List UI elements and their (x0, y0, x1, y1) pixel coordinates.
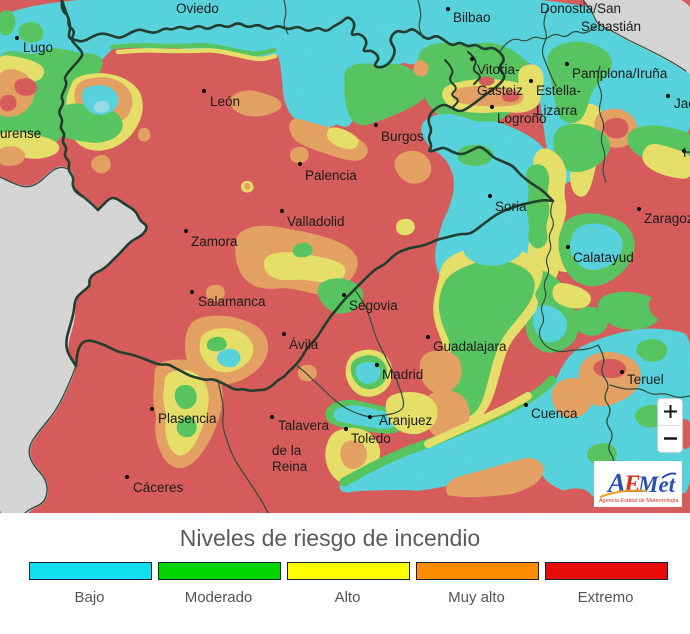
svg-text:Cuenca: Cuenca (531, 406, 578, 421)
svg-text:Aranjuez: Aranjuez (379, 413, 433, 428)
svg-text:Valladolid: Valladolid (287, 214, 345, 229)
svg-text:Donostia/San: Donostia/San (540, 1, 621, 16)
svg-text:Zaragoza: Zaragoza (644, 211, 690, 226)
svg-text:Burgos: Burgos (381, 129, 424, 144)
svg-text:Soria: Soria (495, 199, 527, 214)
svg-text:Oviedo: Oviedo (176, 1, 219, 16)
svg-text:Jaca: Jaca (674, 96, 690, 111)
svg-text:Reina: Reina (272, 459, 308, 474)
svg-text:Talavera: Talavera (278, 418, 330, 433)
svg-text:Pamplona/Iruña: Pamplona/Iruña (572, 66, 668, 81)
svg-text:Lugo: Lugo (23, 40, 53, 55)
svg-text:Guadalajara: Guadalajara (433, 339, 507, 354)
svg-text:Huesca: Huesca (683, 145, 690, 160)
svg-text:Salamanca: Salamanca (198, 294, 266, 309)
svg-text:Madrid: Madrid (382, 367, 423, 382)
svg-text:Segovia: Segovia (349, 298, 398, 313)
svg-text:Vitoria-: Vitoria- (477, 62, 520, 77)
svg-text:Toledo: Toledo (351, 431, 391, 446)
svg-text:Lizarra: Lizarra (536, 103, 578, 118)
svg-text:Teruel: Teruel (627, 372, 664, 387)
svg-text:Palencia: Palencia (305, 168, 357, 183)
svg-text:Met: Met (637, 472, 676, 497)
svg-text:Zamora: Zamora (191, 234, 238, 249)
svg-text:Calatayud: Calatayud (573, 250, 634, 265)
svg-text:Gasteiz: Gasteiz (477, 83, 523, 98)
svg-text:de la: de la (272, 443, 302, 458)
svg-text:urense: urense (0, 126, 41, 141)
svg-text:A: A (606, 468, 626, 498)
svg-text:Ávila: Ávila (289, 337, 319, 352)
svg-text:Sebastián: Sebastián (581, 19, 641, 34)
svg-text:Estella-: Estella- (536, 83, 581, 98)
svg-text:Bilbao: Bilbao (453, 10, 491, 25)
svg-text:Agencia Estatal de Meteorologí: Agencia Estatal de Meteorología (599, 498, 679, 504)
svg-text:Logroño: Logroño (497, 111, 547, 126)
svg-text:Plasencia: Plasencia (158, 411, 217, 426)
svg-text:Cáceres: Cáceres (133, 480, 184, 495)
svg-text:León: León (210, 94, 240, 109)
